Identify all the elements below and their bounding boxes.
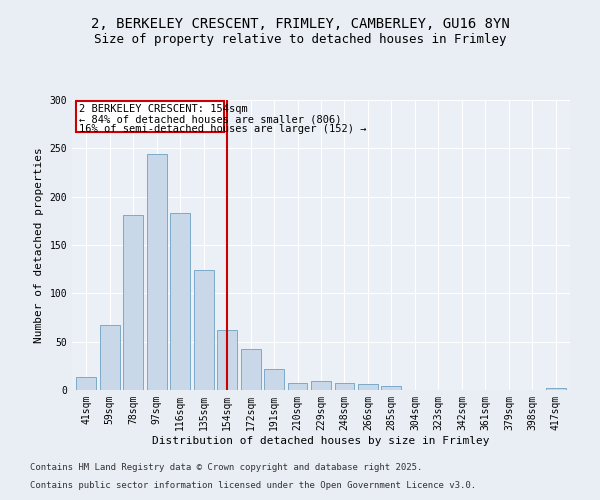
X-axis label: Distribution of detached houses by size in Frimley: Distribution of detached houses by size … — [152, 436, 490, 446]
Text: Contains public sector information licensed under the Open Government Licence v3: Contains public sector information licen… — [30, 481, 476, 490]
Bar — [241, 350, 260, 390]
Bar — [123, 215, 143, 390]
Bar — [76, 378, 96, 390]
Bar — [264, 368, 284, 390]
Bar — [170, 213, 190, 390]
Text: 2 BERKELEY CRESCENT: 154sqm: 2 BERKELEY CRESCENT: 154sqm — [79, 104, 248, 114]
Bar — [382, 386, 401, 390]
FancyBboxPatch shape — [76, 101, 224, 132]
Text: Contains HM Land Registry data © Crown copyright and database right 2025.: Contains HM Land Registry data © Crown c… — [30, 464, 422, 472]
Bar — [311, 382, 331, 390]
Bar — [358, 384, 378, 390]
Bar — [335, 383, 355, 390]
Text: Size of property relative to detached houses in Frimley: Size of property relative to detached ho… — [94, 32, 506, 46]
Bar — [546, 388, 566, 390]
Bar — [194, 270, 214, 390]
Y-axis label: Number of detached properties: Number of detached properties — [34, 147, 44, 343]
Bar — [287, 383, 307, 390]
Bar — [146, 154, 167, 390]
Text: ← 84% of detached houses are smaller (806): ← 84% of detached houses are smaller (80… — [79, 114, 341, 124]
Text: 2, BERKELEY CRESCENT, FRIMLEY, CAMBERLEY, GU16 8YN: 2, BERKELEY CRESCENT, FRIMLEY, CAMBERLEY… — [91, 18, 509, 32]
Bar — [217, 330, 237, 390]
Bar — [100, 325, 119, 390]
Text: 16% of semi-detached houses are larger (152) →: 16% of semi-detached houses are larger (… — [79, 124, 367, 134]
